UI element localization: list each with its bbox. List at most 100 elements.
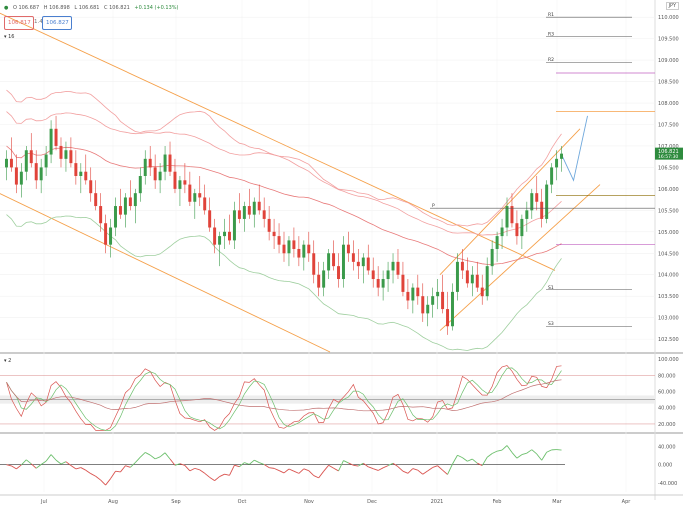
candle-body bbox=[39, 167, 43, 181]
candle-body bbox=[545, 184, 549, 219]
y-tick-label: 106.000 bbox=[658, 187, 679, 193]
lower-band bbox=[6, 214, 562, 351]
candle-body bbox=[237, 210, 241, 219]
candle-body bbox=[480, 287, 484, 297]
candle-body bbox=[257, 201, 261, 211]
stoch-d-line bbox=[6, 367, 562, 431]
candle-body bbox=[69, 150, 73, 164]
oscillator-segment bbox=[149, 454, 156, 460]
oscillator-segment bbox=[134, 456, 141, 463]
candle-body bbox=[312, 253, 316, 275]
overlays bbox=[0, 12, 601, 353]
oscillator-segment bbox=[130, 462, 136, 468]
oscillator-segment bbox=[16, 464, 22, 470]
candle-body bbox=[59, 145, 63, 159]
candle-body bbox=[94, 193, 98, 207]
oscillator-segment bbox=[457, 454, 463, 459]
currency-label[interactable]: JPY bbox=[665, 2, 679, 10]
candle-body bbox=[287, 240, 291, 254]
candle-body bbox=[272, 231, 276, 237]
y-tick-label: 110.000 bbox=[658, 15, 679, 21]
oscillator-segment bbox=[145, 452, 151, 456]
candle-body bbox=[337, 266, 340, 280]
candle-body bbox=[470, 274, 474, 284]
oscillator-segment bbox=[60, 461, 67, 465]
pivot-label: R3 bbox=[548, 31, 554, 37]
y-tick-label: 106.500 bbox=[658, 165, 679, 171]
candle-body bbox=[19, 171, 23, 185]
indicators-toggle[interactable]: ▾ 16 bbox=[4, 34, 15, 40]
oscillator-segment bbox=[239, 462, 245, 468]
candle-body bbox=[99, 206, 103, 224]
oscillator-segment bbox=[80, 467, 86, 471]
oscillator-segment bbox=[105, 478, 111, 486]
oscillator-segment bbox=[55, 459, 62, 465]
oscillator-segment bbox=[229, 464, 235, 476]
candle-body bbox=[555, 158, 559, 168]
oscillator-segment bbox=[254, 459, 260, 463]
candle-body bbox=[396, 261, 400, 275]
oscillator-segment bbox=[174, 463, 181, 466]
low-value: L 106.681 bbox=[74, 5, 100, 11]
candle-body bbox=[228, 231, 231, 241]
oscillator-segment bbox=[536, 453, 543, 461]
sell-button[interactable]: 106.817 bbox=[4, 16, 34, 30]
spread-value: 1.4 bbox=[34, 19, 43, 25]
x-tick-label: Nov bbox=[304, 499, 314, 505]
candle-body bbox=[346, 244, 350, 254]
oscillator-segment bbox=[110, 470, 116, 479]
y-tick-label: 104.500 bbox=[658, 251, 679, 257]
candle-body bbox=[282, 244, 286, 254]
rsi-indicator-label[interactable]: ▾ 2 bbox=[4, 358, 12, 364]
stoch-k-line bbox=[6, 365, 562, 431]
oscillator-segment bbox=[368, 466, 374, 470]
oscillator-segment bbox=[169, 458, 176, 466]
oscillator-segment bbox=[204, 472, 210, 478]
candle-body bbox=[302, 244, 306, 258]
oscillator-segment bbox=[30, 463, 37, 469]
pivot-label: S3 bbox=[548, 321, 554, 327]
oscillator-segment bbox=[278, 470, 285, 474]
candle-body bbox=[376, 279, 380, 288]
oscillator-segment bbox=[462, 457, 468, 462]
candle-body bbox=[24, 150, 28, 172]
candle-body bbox=[510, 206, 514, 224]
candle-body bbox=[351, 253, 355, 262]
buy-button[interactable]: 106.827 bbox=[42, 16, 72, 30]
candle-body bbox=[133, 193, 137, 207]
oscillator-segment bbox=[70, 465, 77, 470]
candle-body bbox=[183, 180, 187, 185]
oscillator-segment bbox=[194, 467, 200, 471]
envelope-upper bbox=[6, 111, 562, 236]
x-tick-label: Feb bbox=[493, 499, 502, 505]
candle-body bbox=[4, 158, 8, 168]
oscillator-segment bbox=[115, 470, 121, 473]
oscillator-segment bbox=[531, 449, 538, 455]
oscillator-segment bbox=[269, 467, 275, 469]
oscillator-segment bbox=[125, 465, 131, 468]
countdown-label: 16:57:30 bbox=[658, 154, 678, 160]
oscillator-segment bbox=[452, 455, 458, 465]
oscillator-segment bbox=[348, 462, 354, 466]
channel-lower-line bbox=[0, 193, 331, 353]
candle-body bbox=[242, 206, 246, 219]
y-tick-label: 109.500 bbox=[658, 37, 679, 43]
candle-body bbox=[208, 210, 212, 228]
oscillator-segment bbox=[526, 449, 533, 454]
candle-body bbox=[188, 184, 192, 202]
candle-body bbox=[163, 154, 167, 172]
candle-body bbox=[391, 261, 395, 271]
oscillator-segment bbox=[333, 467, 339, 472]
oscillator-segment bbox=[516, 454, 523, 459]
oscillator-segment bbox=[343, 460, 349, 464]
oscillator-segment bbox=[263, 464, 270, 469]
oscillator-segment bbox=[179, 463, 186, 466]
candle-body bbox=[441, 291, 445, 310]
ascending-channel-upper bbox=[439, 128, 581, 276]
oscillator-segment bbox=[189, 467, 195, 472]
candle-body bbox=[465, 270, 469, 284]
rsi-tick-label: 60.000 bbox=[658, 389, 676, 395]
y-tick-label: 102.500 bbox=[658, 337, 679, 343]
candle-body bbox=[332, 253, 336, 267]
